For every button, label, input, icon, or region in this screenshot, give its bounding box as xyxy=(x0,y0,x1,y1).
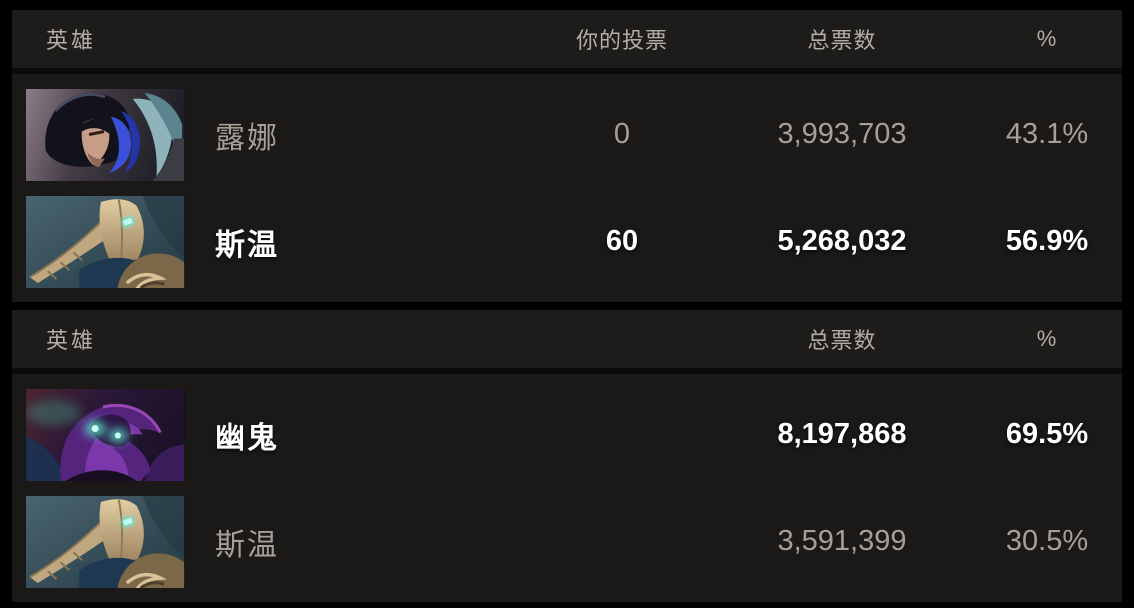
col-header-total-votes: 总票数 xyxy=(807,28,877,53)
table-body: 幽鬼 8,197,868 69.5% 斯温 3,591,399 30.5% xyxy=(12,374,1122,602)
percent-value: 30.5% xyxy=(1005,525,1089,557)
sven-portrait xyxy=(25,495,185,588)
hero-cell: 斯温 xyxy=(12,495,712,588)
vote-table-secondary: 英雄 总票数 % 幽鬼 8,197,868 69.5% 斯温 3,591,399… xyxy=(12,310,1122,602)
percent-value: 69.5% xyxy=(1005,418,1089,450)
percent-value: 56.9% xyxy=(1005,225,1089,257)
total-votes-value: 5,268,032 xyxy=(777,225,907,257)
hero-name: 斯温 xyxy=(215,528,279,562)
vote-table-primary: 英雄 你的投票 总票数 % 露娜 0 3,993,703 43.1% 斯温 6 xyxy=(12,10,1122,302)
sven-portrait xyxy=(25,195,185,288)
total-votes-value: 8,197,868 xyxy=(777,418,907,450)
col-header-total-votes: 总票数 xyxy=(807,328,877,353)
hero-row-sven[interactable]: 斯温 3,591,399 30.5% xyxy=(12,488,1122,595)
hero-name: 露娜 xyxy=(215,121,279,155)
col-header-hero: 英雄 xyxy=(46,328,97,353)
total-votes-value: 3,591,399 xyxy=(777,525,907,557)
col-header-percent: % xyxy=(1036,26,1058,51)
table-body: 露娜 0 3,993,703 43.1% 斯温 60 5,268,032 56.… xyxy=(12,74,1122,302)
table-header-row: 英雄 总票数 % xyxy=(12,310,1122,374)
table-header-row: 英雄 你的投票 总票数 % xyxy=(12,10,1122,74)
hero-cell: 幽鬼 xyxy=(12,388,712,481)
total-votes-value: 3,993,703 xyxy=(777,118,907,150)
hero-name: 斯温 xyxy=(215,228,279,262)
hero-row-luna[interactable]: 露娜 0 3,993,703 43.1% xyxy=(12,81,1122,188)
hero-name: 幽鬼 xyxy=(215,421,279,455)
your-vote-value: 60 xyxy=(605,225,639,257)
hero-cell: 斯温 xyxy=(12,195,532,288)
spectre-portrait xyxy=(25,388,185,481)
your-vote-value: 0 xyxy=(613,118,631,150)
luna-portrait xyxy=(25,88,185,181)
col-header-your-vote: 你的投票 xyxy=(575,28,668,53)
col-header-hero: 英雄 xyxy=(46,28,97,53)
hero-row-sven[interactable]: 斯温 60 5,268,032 56.9% xyxy=(12,188,1122,295)
hero-cell: 露娜 xyxy=(12,88,532,181)
percent-value: 43.1% xyxy=(1005,118,1089,150)
col-header-percent: % xyxy=(1036,326,1058,351)
hero-row-spectre[interactable]: 幽鬼 8,197,868 69.5% xyxy=(12,381,1122,488)
